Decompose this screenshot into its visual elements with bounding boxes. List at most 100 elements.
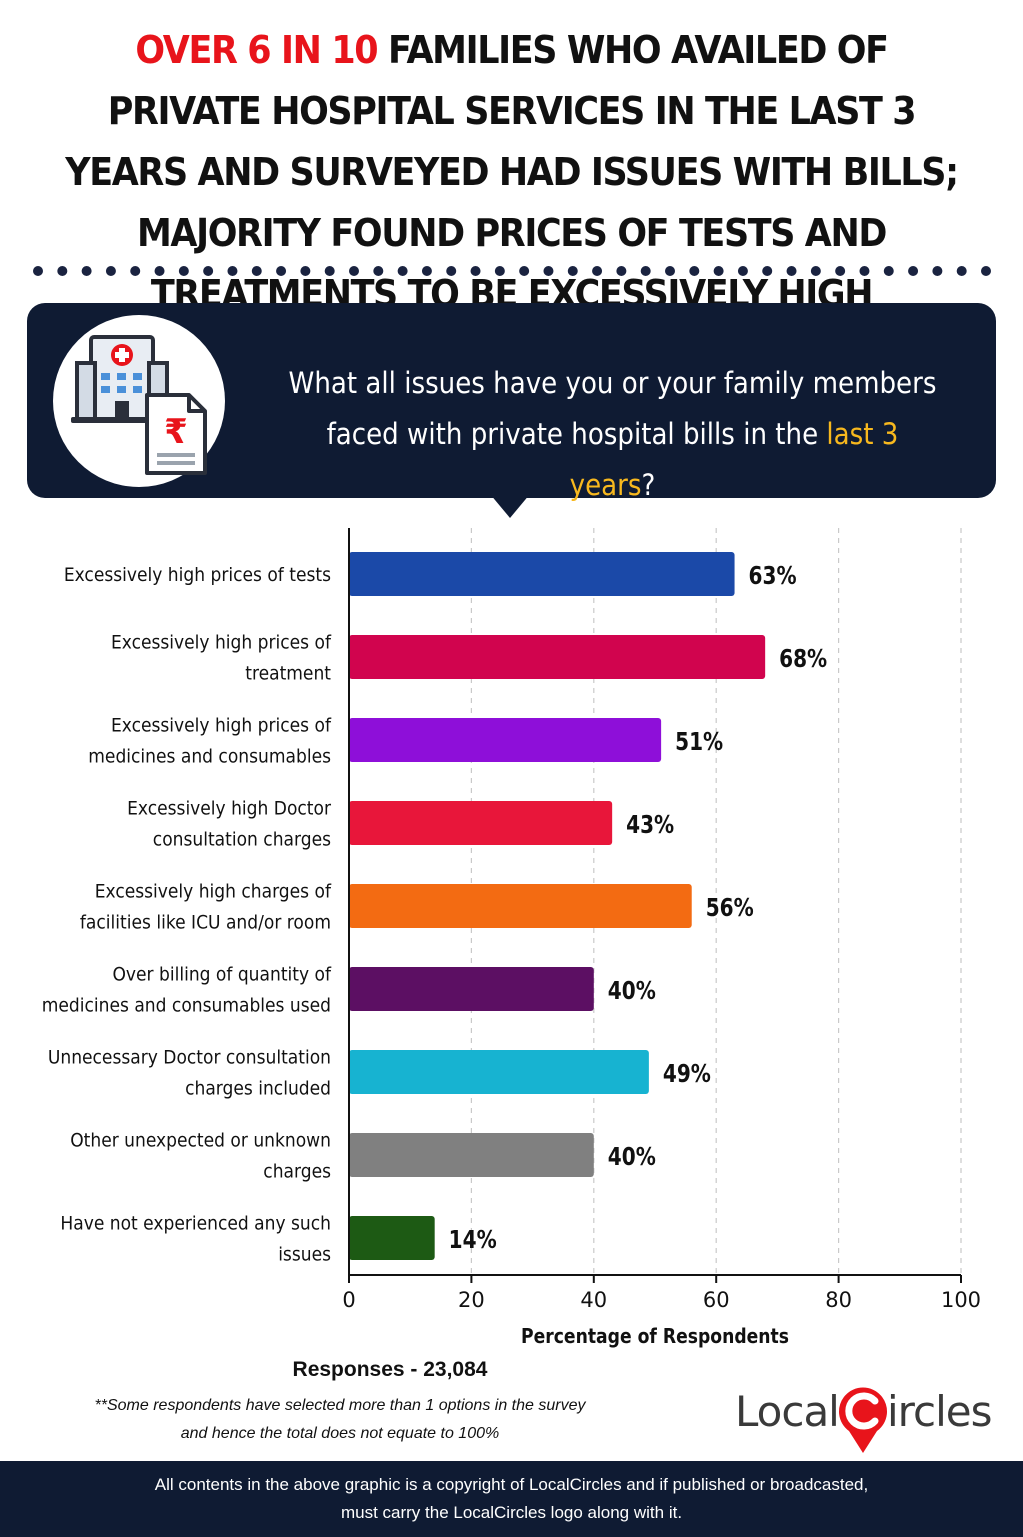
divider-dot bbox=[616, 266, 627, 276]
divider-dot bbox=[810, 266, 821, 276]
category-label: medicines and consumables used bbox=[42, 995, 331, 1017]
category-label: Unnecessary Doctor consultation bbox=[48, 1047, 331, 1069]
divider-dot bbox=[567, 266, 578, 276]
divider-dot bbox=[324, 266, 335, 276]
bar bbox=[349, 718, 662, 762]
divider-dot bbox=[762, 266, 773, 276]
copyright-footer: All contents in the above graphic is a c… bbox=[0, 1461, 1023, 1537]
category-label: Excessively high charges of bbox=[95, 881, 332, 903]
divider-dot bbox=[251, 266, 262, 276]
bar bbox=[349, 1133, 594, 1177]
category-label: charges bbox=[263, 1161, 331, 1183]
divider-dot bbox=[81, 266, 92, 276]
divider-dot bbox=[300, 266, 311, 276]
bar bbox=[349, 801, 613, 845]
bar bbox=[349, 1050, 649, 1094]
divider-dot bbox=[640, 266, 651, 276]
value-label: 63% bbox=[749, 561, 797, 590]
divider-dot bbox=[154, 266, 165, 276]
divider-dot bbox=[130, 266, 141, 276]
divider-dot bbox=[397, 266, 408, 276]
value-label: 40% bbox=[608, 976, 656, 1005]
survey-question: What all issues have you or your family … bbox=[286, 358, 939, 511]
divider-dot bbox=[543, 266, 554, 276]
hospital-bill-icon: ₹ bbox=[53, 315, 225, 487]
bar bbox=[349, 884, 692, 928]
divider-dot bbox=[178, 266, 189, 276]
category-label: facilities like ICU and/or room bbox=[80, 912, 331, 934]
location-pin-icon bbox=[839, 1387, 887, 1453]
x-tick-label: 20 bbox=[458, 1288, 485, 1312]
category-label: Excessively high prices of bbox=[111, 632, 332, 654]
footer-line-1: All contents in the above graphic is a c… bbox=[154, 1475, 869, 1494]
category-label: issues bbox=[278, 1244, 331, 1266]
divider-dot bbox=[932, 266, 943, 276]
divider-dot bbox=[349, 266, 359, 276]
x-tick-label: 0 bbox=[342, 1288, 355, 1312]
footnote-line-2: and hence the total does not equate to 1… bbox=[180, 1425, 500, 1442]
responses-count: Responses - 23,084 bbox=[292, 1358, 488, 1381]
bar-chart: 63% Excessively high prices of tests 68% Ex… bbox=[42, 528, 981, 1348]
bar bbox=[349, 552, 735, 596]
x-tick-label: 60 bbox=[703, 1288, 730, 1312]
category-label: Excessively high prices of tests bbox=[64, 564, 331, 586]
x-axis-label: Percentage of Respondents bbox=[521, 1324, 789, 1348]
bar bbox=[349, 1216, 435, 1260]
svg-text:₹: ₹ bbox=[164, 412, 188, 452]
divider-dot bbox=[470, 266, 481, 276]
value-label: 49% bbox=[663, 1059, 711, 1088]
divider-dot bbox=[105, 266, 116, 276]
question-highlight: last 3 years bbox=[569, 417, 899, 502]
bar bbox=[349, 635, 766, 679]
divider-dot bbox=[494, 266, 505, 276]
footer-line-2: must carry the LocalCircles logo along w… bbox=[340, 1503, 683, 1522]
category-label: treatment bbox=[245, 663, 331, 685]
value-label: 68% bbox=[779, 644, 827, 673]
value-label: 43% bbox=[626, 810, 674, 839]
category-label: consultation charges bbox=[153, 829, 331, 851]
category-label: charges included bbox=[185, 1078, 331, 1100]
divider-dot bbox=[203, 266, 214, 276]
headline-rest: FAMILIES WHO AVAILED OF PRIVATE HOSPITAL… bbox=[65, 28, 959, 316]
footnote-line-1: **Some respondents have selected more th… bbox=[94, 1397, 586, 1414]
divider-dot bbox=[276, 266, 287, 276]
divider-dot bbox=[883, 266, 894, 276]
divider-dot bbox=[592, 266, 603, 276]
divider-dot bbox=[519, 266, 530, 276]
x-tick-label: 40 bbox=[580, 1288, 607, 1312]
headline-highlight: OVER 6 IN 10 bbox=[135, 28, 378, 72]
divider-dot bbox=[57, 266, 68, 276]
divider-dot bbox=[835, 266, 846, 276]
divider-dot bbox=[859, 266, 870, 276]
logo-text-part1: Local bbox=[735, 1387, 840, 1436]
x-tick-label: 80 bbox=[825, 1288, 852, 1312]
divider-dot bbox=[956, 266, 967, 276]
footnote: **Some respondents have selected more th… bbox=[40, 1392, 640, 1448]
localcircles-logo: Local ircles bbox=[735, 1383, 1005, 1453]
value-label: 51% bbox=[675, 727, 723, 756]
dotted-divider bbox=[33, 266, 991, 276]
value-label: 14% bbox=[449, 1225, 497, 1254]
x-tick-label: 100 bbox=[941, 1288, 981, 1312]
divider-dot bbox=[713, 266, 724, 276]
question-text: What all issues have you or your family … bbox=[288, 366, 937, 451]
divider-dot bbox=[373, 266, 384, 276]
value-label: 40% bbox=[608, 1142, 656, 1171]
divider-dot bbox=[446, 266, 457, 276]
value-label: 56% bbox=[706, 893, 754, 922]
divider-dot bbox=[786, 266, 797, 276]
divider-dot bbox=[421, 266, 432, 276]
category-label: medicines and consumables bbox=[88, 746, 331, 768]
question-suffix: ? bbox=[641, 468, 656, 502]
category-label: Over billing of quantity of bbox=[112, 964, 331, 986]
divider-dot bbox=[227, 266, 238, 276]
bar bbox=[349, 967, 594, 1011]
page-title: OVER 6 IN 10 FAMILIES WHO AVAILED OF PRI… bbox=[59, 20, 963, 325]
divider-dot bbox=[665, 266, 675, 276]
category-label: Excessively high Doctor bbox=[127, 798, 331, 820]
divider-dot bbox=[33, 266, 43, 276]
divider-dot bbox=[689, 266, 700, 276]
category-label: Other unexpected or unknown bbox=[70, 1130, 331, 1152]
divider-dot bbox=[981, 266, 991, 276]
logo-text-part2: ircles bbox=[887, 1387, 992, 1436]
